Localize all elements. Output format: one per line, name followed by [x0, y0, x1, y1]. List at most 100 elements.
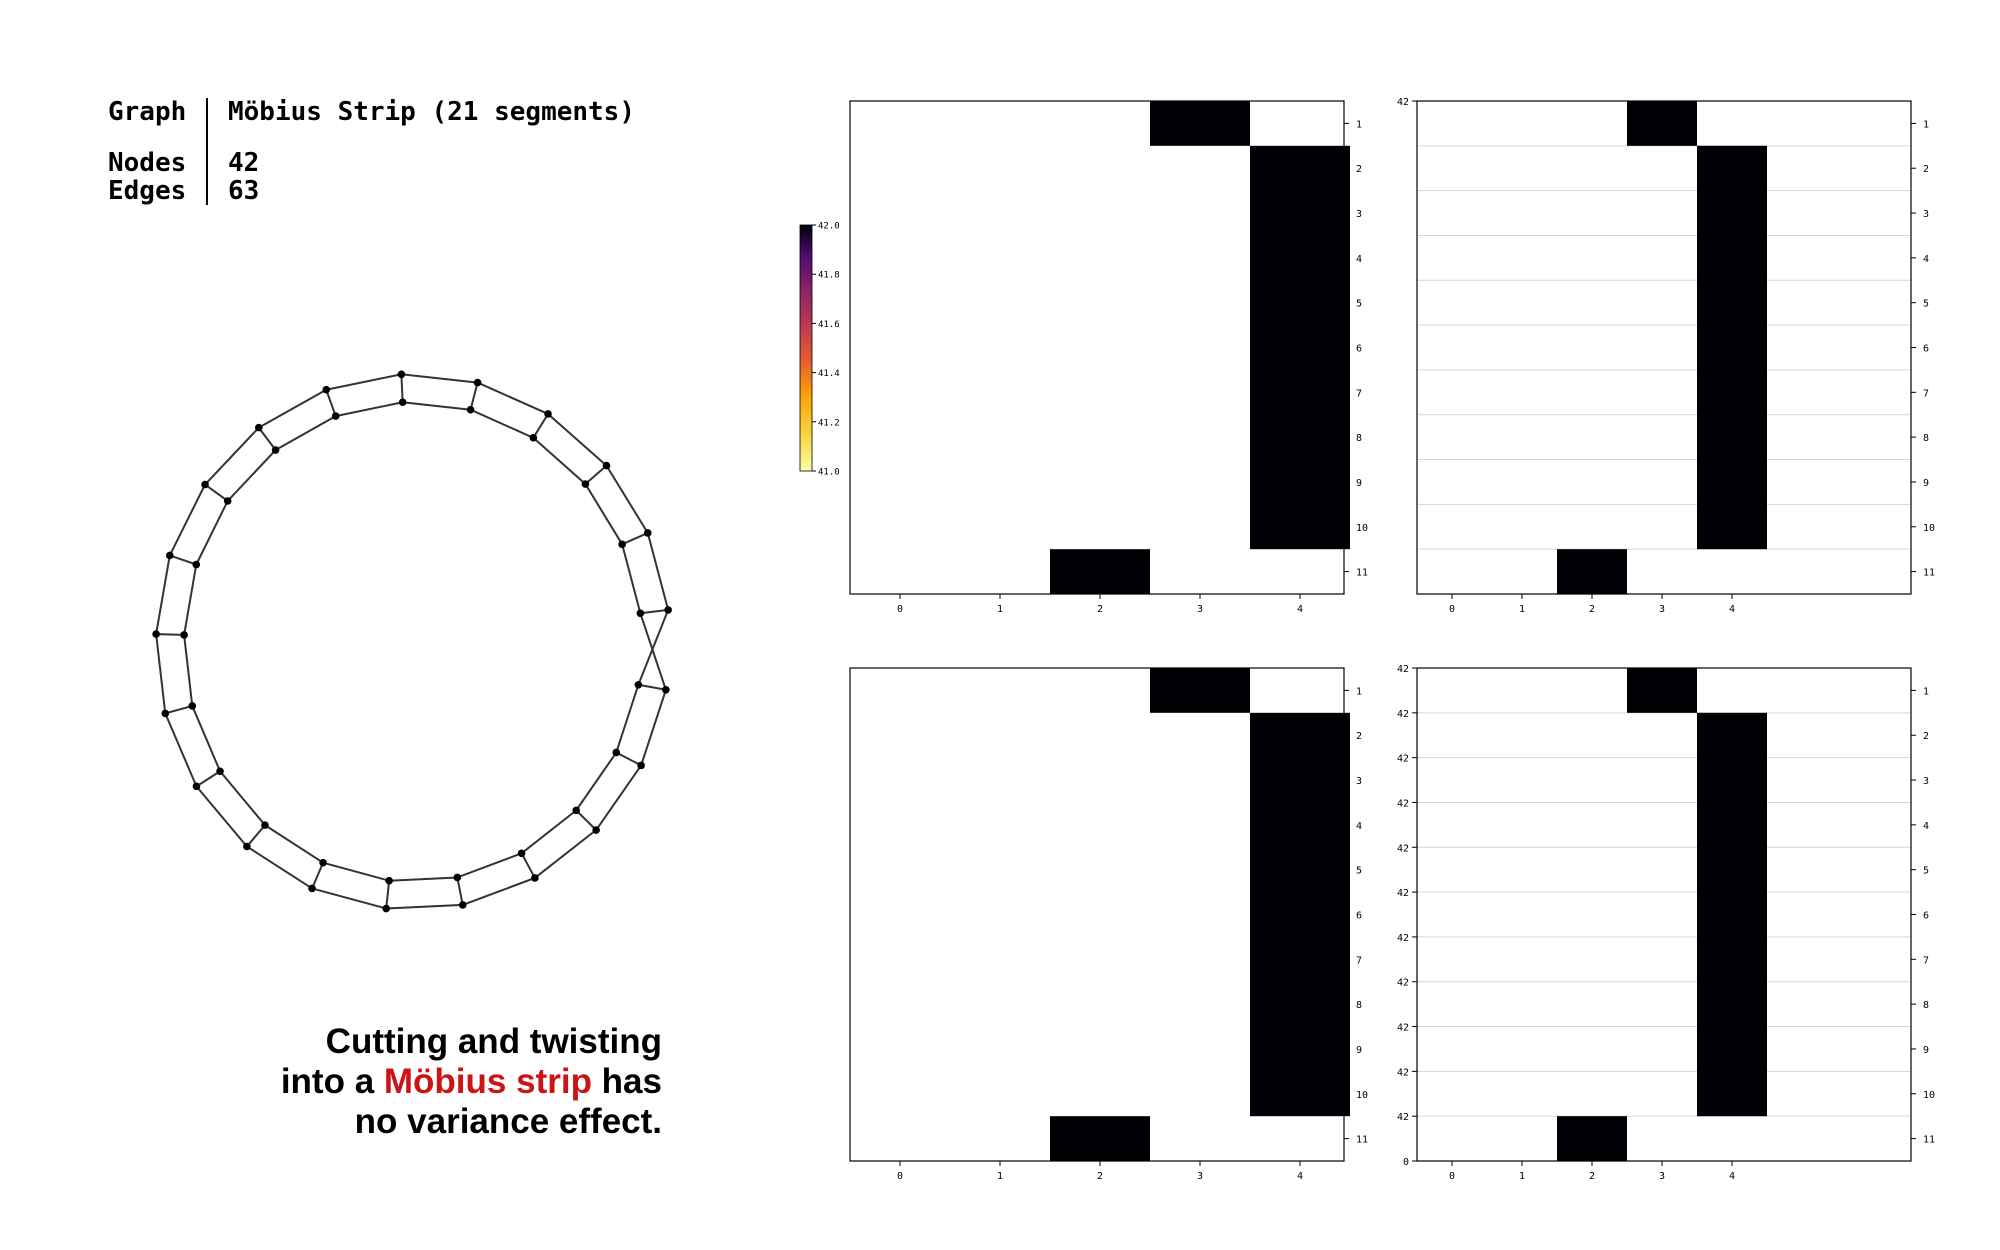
graph-edge	[183, 564, 198, 636]
heatmap-cell	[1697, 712, 1767, 1117]
caption-line-3: no variance effect.	[354, 1102, 662, 1141]
y-tick-label: 1	[1923, 686, 1929, 697]
graph-node	[382, 904, 391, 913]
graph-node	[243, 842, 251, 851]
left-tick-label: 42	[1397, 664, 1409, 675]
x-tick-label: 0	[897, 604, 903, 615]
left-tick-label: 42	[1397, 754, 1409, 765]
graph-label: Graph	[108, 97, 187, 127]
graph-node	[572, 806, 580, 815]
left-tick-label: 42	[1397, 978, 1409, 989]
graph-node	[662, 685, 670, 694]
graph-edge	[183, 634, 194, 707]
heatmap-panel-3: 1 2 3 4 5 6 7 8 9 10 11 0 1 2 3 4	[849, 667, 1368, 1182]
graph-node	[308, 884, 316, 893]
caption-text: has	[591, 1062, 662, 1101]
colorbar-tick-label: 41.2	[818, 418, 840, 428]
heatmap-cell	[1050, 1116, 1150, 1161]
graph-edge	[325, 389, 337, 417]
y-tick-label: 5	[1923, 866, 1929, 877]
graph-edge	[456, 877, 464, 906]
graph-edge	[621, 544, 642, 614]
graph-edge	[311, 887, 387, 910]
graph-edge	[456, 852, 522, 879]
y-tick-label: 4	[1356, 821, 1362, 832]
plot-background	[1417, 668, 1911, 1161]
graph-edge	[462, 877, 536, 906]
graph-node	[188, 702, 197, 710]
graph-node	[637, 761, 645, 770]
x-tick-label: 2	[1589, 1171, 1595, 1182]
graph-edge	[195, 785, 248, 848]
graph-node	[592, 826, 600, 834]
left-tick-label: 42	[1397, 798, 1409, 809]
graph-edge	[155, 633, 167, 714]
graph-node	[453, 873, 462, 882]
x-tick-label: 1	[1519, 1171, 1525, 1182]
y-tick-label: 4	[1356, 254, 1362, 265]
y-tick-label: 5	[1356, 866, 1362, 877]
y-tick-label: 11	[1356, 1135, 1368, 1146]
colorbar-tick-label: 41.8	[818, 271, 840, 281]
graph-node	[636, 609, 645, 618]
heatmap-cell	[1050, 549, 1150, 594]
left-tick-label: 42	[1397, 97, 1409, 108]
graph-edge	[335, 401, 403, 418]
left-tick-label: 42	[1397, 709, 1409, 720]
edges-row: Edges 63	[108, 177, 635, 205]
graph-node	[664, 606, 672, 614]
y-tick-label: 5	[1356, 299, 1362, 310]
x-tick-label: 0	[1449, 604, 1455, 615]
graph-edge	[322, 861, 390, 882]
graph-edge	[400, 374, 404, 403]
y-tick-label: 2	[1923, 164, 1929, 175]
graph-node	[223, 497, 232, 505]
x-tick-label: 4	[1729, 1171, 1735, 1182]
graph-edge	[226, 449, 277, 502]
y-tick-label: 3	[1356, 209, 1362, 220]
graph-node	[612, 748, 621, 757]
y-tick-label: 7	[1356, 955, 1362, 966]
graph-node	[161, 709, 170, 718]
heatmap-cell	[1627, 668, 1697, 713]
graph-node	[201, 480, 209, 489]
graph-edge	[470, 408, 534, 439]
y-tick-label: 10	[1356, 1090, 1368, 1101]
separator	[206, 98, 208, 126]
graph-node	[180, 631, 188, 639]
x-tick-label: 4	[1729, 604, 1735, 615]
heatmap-panel-2: 1 2 3 4 5 6 7 8 9 10 11 0 1 2 3 4 42	[1397, 97, 1935, 615]
graph-edge	[204, 426, 260, 486]
left-tick-label: 42	[1397, 843, 1409, 854]
heatmap-cell	[1150, 101, 1250, 146]
x-tick-label: 4	[1297, 1171, 1303, 1182]
x-tick-label: 3	[1197, 604, 1203, 615]
x-tick-label: 2	[1589, 604, 1595, 615]
nodes-value: 42	[228, 148, 260, 178]
x-tick-label: 4	[1297, 604, 1303, 615]
graph-edge	[275, 415, 337, 451]
y-tick-label: 7	[1923, 955, 1929, 966]
graph-edge	[389, 876, 458, 882]
left-tick-label: 42	[1397, 888, 1409, 899]
y-tick-label: 9	[1923, 1045, 1929, 1056]
graph-node	[466, 405, 475, 414]
graph-edge	[575, 751, 618, 811]
separator	[206, 177, 208, 205]
graph-edge	[168, 484, 206, 556]
y-tick-label: 8	[1923, 433, 1929, 444]
heatmap-cell	[1250, 145, 1350, 550]
y-tick-label: 4	[1923, 821, 1929, 832]
x-tick-label: 3	[1659, 604, 1665, 615]
graph-edge	[195, 500, 229, 565]
caption-line-1: Cutting and twisting	[325, 1022, 662, 1061]
heatmap-cell	[1697, 145, 1767, 550]
heatmap-cell	[1627, 101, 1697, 146]
gap-row	[108, 126, 635, 149]
graph-edge	[605, 465, 649, 534]
graph-edge	[584, 483, 624, 545]
graph-node	[602, 461, 611, 470]
graph-edge	[164, 712, 198, 787]
graph-node	[397, 370, 406, 379]
graph-edge	[257, 427, 277, 451]
